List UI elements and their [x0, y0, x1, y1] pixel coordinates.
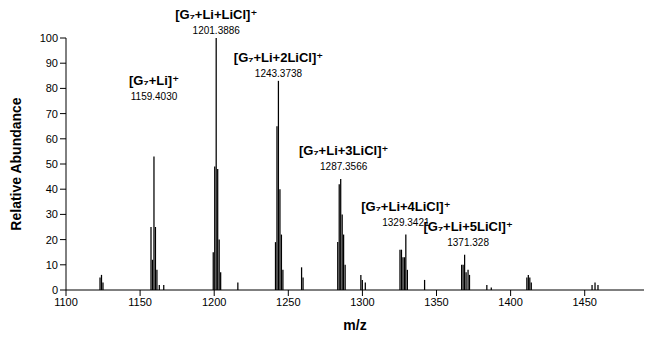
svg-text:60: 60 — [46, 133, 58, 145]
svg-text:1371.328: 1371.328 — [447, 237, 489, 248]
svg-text:20: 20 — [46, 234, 58, 246]
svg-text:1450: 1450 — [572, 296, 596, 308]
svg-text:80: 80 — [46, 82, 58, 94]
svg-text:[G₇+Li]⁺: [G₇+Li]⁺ — [129, 73, 179, 88]
svg-text:90: 90 — [46, 57, 58, 69]
svg-text:1150: 1150 — [128, 296, 152, 308]
svg-text:1400: 1400 — [498, 296, 522, 308]
svg-text:[G₇+Li+2LiCl]⁺: [G₇+Li+2LiCl]⁺ — [234, 50, 323, 65]
svg-text:1287.3566: 1287.3566 — [320, 161, 368, 172]
svg-text:[G₇+Li+LiCl]⁺: [G₇+Li+LiCl]⁺ — [175, 8, 257, 22]
svg-text:m/z: m/z — [343, 317, 366, 330]
svg-text:1329.3421: 1329.3421 — [382, 216, 430, 228]
svg-text:1243.3738: 1243.3738 — [255, 68, 303, 79]
svg-text:1300: 1300 — [350, 296, 374, 308]
svg-text:[G₇+Li+3LiCl]⁺: [G₇+Li+3LiCl]⁺ — [299, 143, 388, 158]
svg-text:1250: 1250 — [276, 296, 300, 308]
svg-text:1350: 1350 — [424, 296, 448, 308]
svg-text:1159.4030: 1159.4030 — [131, 91, 178, 102]
svg-text:1200: 1200 — [202, 296, 226, 308]
svg-text:30: 30 — [46, 208, 58, 220]
svg-text:[G₇+Li+4LiCl]⁺: [G₇+Li+4LiCl]⁺ — [361, 199, 450, 214]
svg-text:10: 10 — [46, 259, 58, 271]
svg-text:1201.3886: 1201.3886 — [193, 25, 241, 36]
svg-text:[G₇+Li+5LiCl]⁺: [G₇+Li+5LiCl]⁺ — [423, 219, 512, 234]
svg-text:50: 50 — [46, 158, 58, 170]
svg-text:Relative Abundance: Relative Abundance — [8, 97, 24, 231]
svg-text:1100: 1100 — [54, 296, 78, 308]
svg-text:70: 70 — [46, 108, 58, 120]
svg-text:100: 100 — [40, 32, 58, 44]
svg-text:40: 40 — [46, 183, 58, 195]
svg-text:0: 0 — [52, 284, 58, 296]
